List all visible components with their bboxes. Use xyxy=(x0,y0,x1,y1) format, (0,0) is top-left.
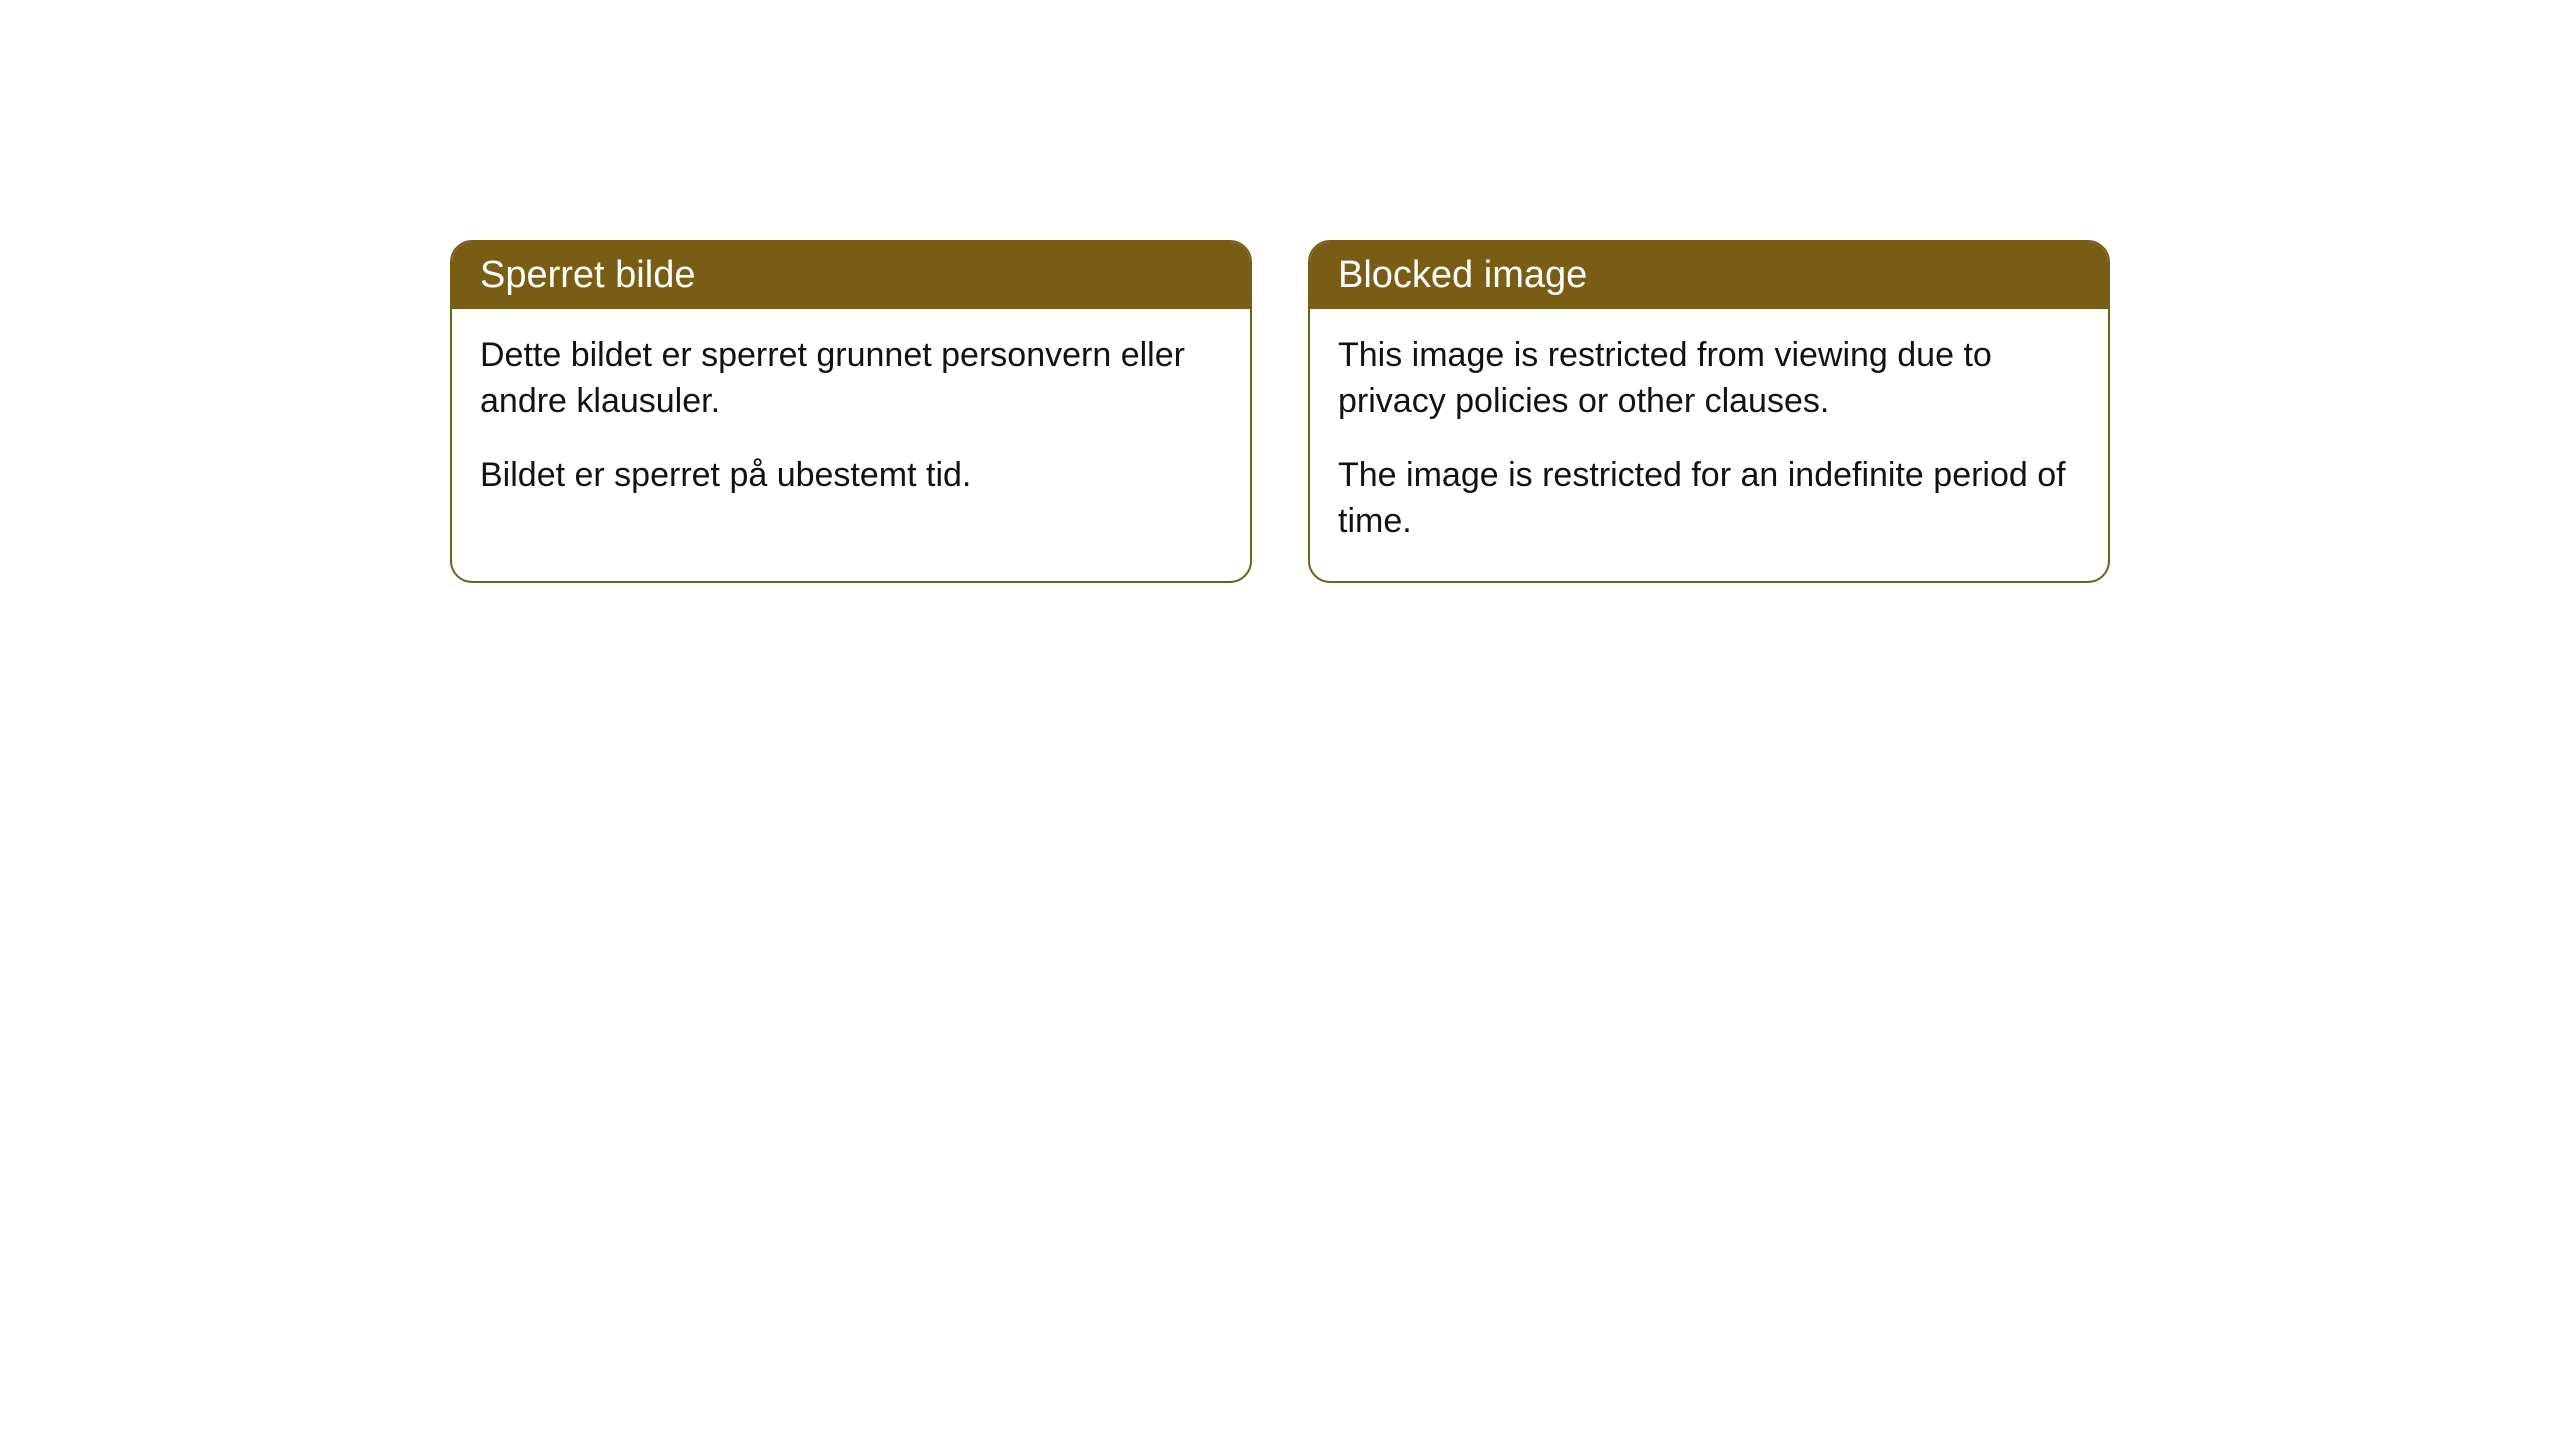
notice-card-norwegian: Sperret bilde Dette bildet er sperret gr… xyxy=(450,240,1252,583)
card-paragraph: Bildet er sperret på ubestemt tid. xyxy=(480,453,1222,499)
card-header: Blocked image xyxy=(1310,242,2108,309)
card-paragraph: The image is restricted for an indefinit… xyxy=(1338,453,2080,545)
card-paragraph: Dette bildet er sperret grunnet personve… xyxy=(480,333,1222,425)
notice-card-english: Blocked image This image is restricted f… xyxy=(1308,240,2110,583)
card-header: Sperret bilde xyxy=(452,242,1250,309)
card-title: Sperret bilde xyxy=(480,254,695,296)
card-paragraph: This image is restricted from viewing du… xyxy=(1338,333,2080,425)
card-body: Dette bildet er sperret grunnet personve… xyxy=(452,309,1250,535)
notice-cards-container: Sperret bilde Dette bildet er sperret gr… xyxy=(0,240,2560,583)
card-body: This image is restricted from viewing du… xyxy=(1310,309,2108,581)
card-title: Blocked image xyxy=(1338,254,1587,296)
